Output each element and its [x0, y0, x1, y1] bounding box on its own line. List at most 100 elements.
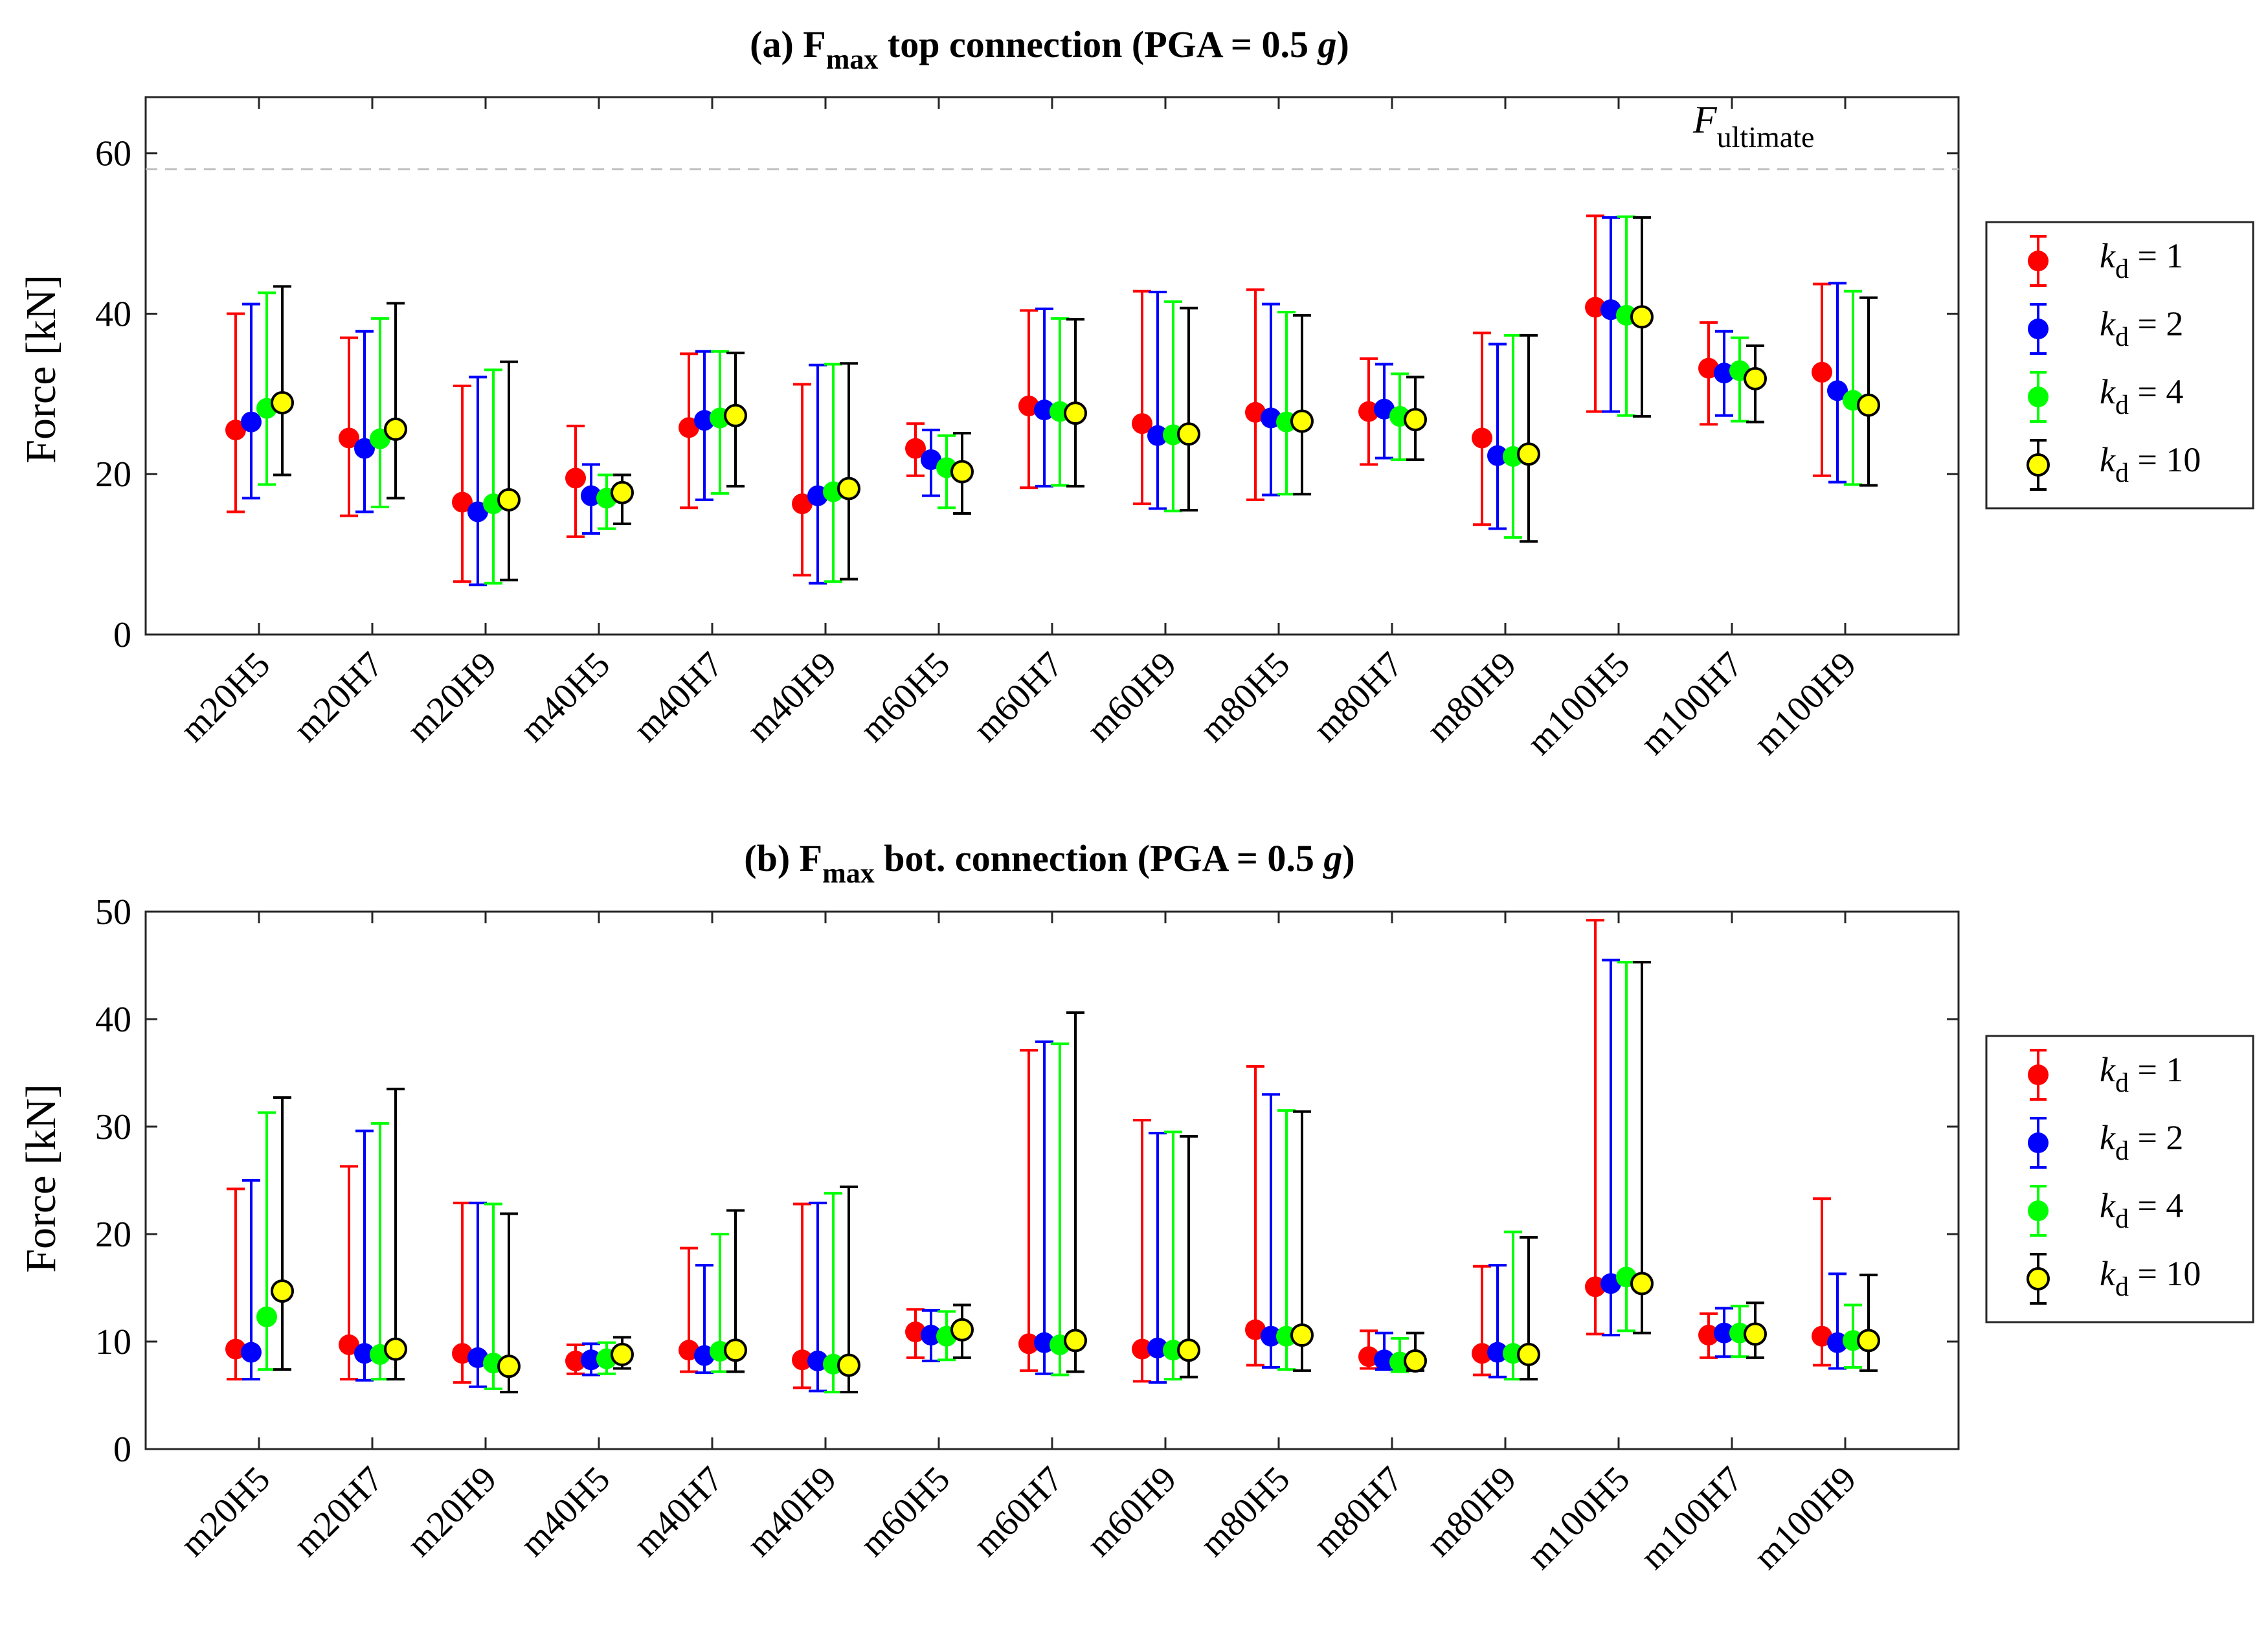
- data-point: [1290, 1323, 1314, 1347]
- data-point: [354, 438, 375, 459]
- data-point: [1404, 1349, 1427, 1373]
- y-tick-label: 40: [95, 294, 131, 334]
- y-tick-label: 20: [95, 1215, 131, 1255]
- legend-marker: [2028, 251, 2049, 271]
- x-tick-label: m20H7: [286, 1459, 392, 1564]
- data-point: [581, 1349, 601, 1371]
- data-point: [1812, 361, 1832, 383]
- data-point: [1857, 1329, 1880, 1353]
- x-tick-label: m60H7: [966, 1459, 1072, 1564]
- x-tick-label: m40H7: [626, 1459, 732, 1564]
- x-tick-label: m80H5: [1193, 1459, 1298, 1564]
- data-point: [384, 417, 407, 441]
- data-point: [1358, 401, 1379, 422]
- data-point: [724, 403, 747, 427]
- legend-label: kd = 10: [2100, 440, 2201, 488]
- series-kd-10: [271, 216, 1880, 581]
- x-tick-label: m60H5: [853, 1459, 958, 1564]
- series-kd-2: [241, 216, 1848, 587]
- data-point: [1261, 1325, 1281, 1347]
- data-point: [837, 477, 860, 501]
- y-tick-label: 40: [95, 1000, 131, 1040]
- data-point: [1630, 305, 1654, 329]
- x-tick-label: m60H9: [1079, 644, 1185, 750]
- x-tick-label: m100H7: [1633, 644, 1751, 762]
- x-tick-label: m20H9: [399, 644, 505, 750]
- data-point: [1714, 1322, 1735, 1344]
- legend: kd = 1 kd = 2 kd = 4 kd = 10: [1985, 1035, 2254, 1323]
- data-point: [467, 501, 488, 523]
- data-point: [1147, 425, 1168, 446]
- data-point: [921, 1325, 941, 1346]
- data-point: [1600, 1273, 1621, 1294]
- x-tick-label: m60H5: [853, 644, 958, 750]
- data-point: [1487, 445, 1508, 466]
- legend-marker: [2028, 319, 2049, 339]
- x-tick-label: m40H5: [513, 644, 618, 750]
- y-tick-label: 50: [95, 892, 131, 932]
- x-tick-label: m20H5: [173, 1459, 278, 1564]
- x-tick-label: m100H9: [1746, 644, 1864, 762]
- x-tick-label: m80H9: [1419, 1459, 1525, 1564]
- data-point: [339, 427, 359, 449]
- data-point: [611, 480, 634, 504]
- data-point: [1064, 1329, 1087, 1353]
- legend-marker: [2028, 1132, 2049, 1153]
- y-tick-label: 0: [113, 1430, 131, 1470]
- chart-title: (b) Fmax bot. connection (PGA = 0.5 g): [744, 837, 1354, 889]
- data-point: [807, 485, 828, 506]
- y-tick-label: 30: [95, 1107, 131, 1147]
- data-point: [339, 1334, 359, 1355]
- data-point: [1132, 1338, 1152, 1360]
- chart-title: (a) Fmax top connection (PGA = 0.5 g): [750, 23, 1349, 75]
- data-point: [1744, 1322, 1767, 1346]
- data-point: [1517, 442, 1540, 466]
- data-point: [905, 1322, 926, 1343]
- data-point: [950, 460, 974, 484]
- series-kd-4: [256, 961, 1863, 1394]
- plot-frame: [144, 96, 1960, 636]
- x-tick-label: m100H5: [1520, 644, 1637, 762]
- data-point: [694, 1345, 715, 1366]
- y-axis-label: Force [kN]: [17, 1084, 65, 1272]
- data-point: [565, 467, 586, 489]
- data-point: [1018, 1333, 1039, 1355]
- data-point: [384, 1337, 407, 1361]
- data-point: [271, 1279, 294, 1303]
- series-kd-1: [225, 919, 1832, 1389]
- x-tick-label: m40H9: [739, 644, 845, 750]
- y-axis-label: Force [kN]: [17, 275, 65, 463]
- x-tick-label: m80H7: [1306, 1459, 1411, 1564]
- data-point: [1374, 398, 1395, 420]
- x-tick-label: m60H9: [1079, 1459, 1185, 1564]
- data-point: [1744, 366, 1767, 390]
- data-point: [1034, 399, 1055, 421]
- data-point: [452, 491, 473, 513]
- data-point: [1585, 297, 1606, 318]
- x-tick-label: m40H5: [513, 1459, 618, 1564]
- data-point: [452, 1343, 473, 1364]
- data-point: [1245, 401, 1266, 423]
- data-point: [1358, 1346, 1379, 1367]
- legend-marker: [2027, 453, 2050, 477]
- legend-marker: [2028, 387, 2049, 407]
- data-point: [694, 410, 715, 431]
- x-tick-label: m20H9: [399, 1459, 505, 1564]
- x-tick-label: m20H7: [286, 644, 392, 750]
- legend: kd = 1 kd = 2 kd = 4 kd = 10: [1985, 221, 2254, 510]
- data-point: [1600, 299, 1621, 321]
- data-point: [1064, 401, 1087, 425]
- x-tick-label: m100H7: [1633, 1459, 1751, 1577]
- data-point: [565, 1350, 586, 1371]
- y-tick-label: 20: [95, 455, 131, 495]
- data-point: [1714, 363, 1735, 384]
- legend-marker: [2028, 1200, 2049, 1221]
- x-tick-label: m20H5: [173, 644, 278, 750]
- data-point: [497, 488, 521, 512]
- data-point: [1630, 1272, 1654, 1296]
- series-kd-2: [241, 958, 1848, 1393]
- data-point: [792, 1349, 813, 1371]
- data-point: [241, 1342, 262, 1363]
- legend-label: kd = 1: [2100, 1050, 2183, 1098]
